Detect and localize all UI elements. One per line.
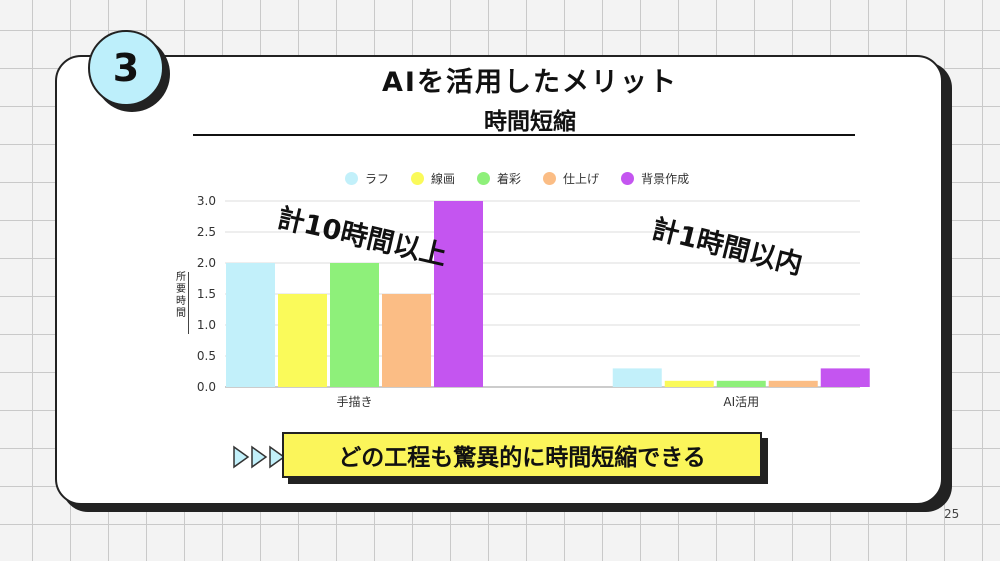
- bar: [716, 380, 766, 387]
- legend-item: 仕上げ: [543, 170, 599, 187]
- slide-title: AIを活用したメリット: [382, 67, 678, 98]
- legend-swatch: [345, 172, 358, 185]
- legend-swatch: [543, 172, 557, 185]
- bar: [664, 380, 714, 387]
- y-tick-label: 0.5: [197, 349, 216, 363]
- bar: [768, 380, 818, 387]
- legend-item: 着彩: [477, 170, 521, 187]
- page-number: 25: [944, 507, 960, 521]
- x-tick-label: 手描き: [336, 395, 372, 409]
- y-tick-label: 1.0: [197, 318, 216, 332]
- y-axis-label: 所要時間: [174, 272, 189, 334]
- y-tick-label: 1.5: [197, 287, 216, 301]
- bar: [820, 368, 870, 387]
- y-tick-label: 2.5: [197, 225, 216, 239]
- slide-number-badge: 3: [88, 30, 164, 106]
- bar: [226, 263, 275, 387]
- bar: [612, 368, 662, 387]
- legend-item: 背景作成: [621, 170, 689, 187]
- legend-label: 着彩: [497, 172, 522, 186]
- legend-label: 背景作成: [641, 172, 690, 186]
- callout-banner: どの工程も驚異的に時間短縮できる: [282, 432, 762, 478]
- legend-item: ラフ: [345, 170, 389, 187]
- bar: [330, 263, 379, 387]
- y-tick-label: 3.0: [197, 194, 216, 208]
- chart-legend: ラフ 線画 着彩 仕上げ 背景作成: [345, 170, 689, 187]
- triple-arrow-icon: [233, 445, 286, 469]
- slide-card: [55, 55, 943, 505]
- legend-swatch: [621, 172, 635, 185]
- y-tick-label: 0.0: [197, 380, 216, 394]
- legend-label: 線画: [431, 172, 456, 186]
- legend-label: 仕上げ: [563, 172, 600, 186]
- legend-label: ラフ: [365, 172, 390, 186]
- y-tick-label: 2.0: [197, 256, 216, 270]
- title-divider: [193, 134, 855, 136]
- legend-swatch: [411, 172, 425, 185]
- bar: [382, 294, 431, 387]
- x-tick-label: AI活用: [723, 395, 759, 409]
- bar: [434, 201, 483, 387]
- legend-item: 線画: [411, 170, 455, 187]
- legend-swatch: [477, 172, 491, 185]
- slide-subtitle: 時間短縮: [484, 109, 576, 135]
- bar: [278, 294, 327, 387]
